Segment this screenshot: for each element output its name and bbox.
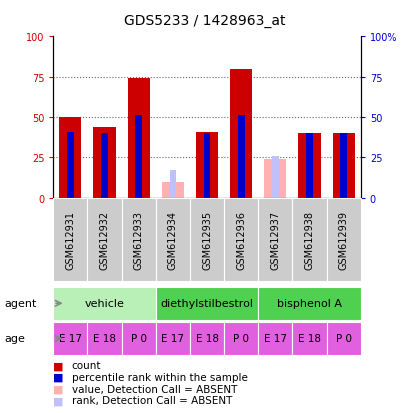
Bar [326,322,360,355]
Bar [196,132,218,198]
Text: bisphenol A: bisphenol A [276,299,341,309]
Bar [339,134,346,198]
Bar [189,198,224,281]
Bar [272,157,278,198]
Text: GSM612939: GSM612939 [338,210,348,269]
Text: P 0: P 0 [130,334,146,344]
Bar [203,134,210,198]
Bar [121,198,155,281]
Bar [298,134,320,198]
Text: vehicle: vehicle [84,299,124,309]
Text: value, Detection Call = ABSENT: value, Detection Call = ABSENT [72,384,236,394]
Text: GDS5233 / 1428963_at: GDS5233 / 1428963_at [124,14,285,28]
Text: count: count [72,361,101,370]
Bar [332,134,354,198]
Bar [162,182,184,198]
Text: rank, Detection Call = ABSENT: rank, Detection Call = ABSENT [72,395,231,405]
Bar [127,79,149,198]
Text: ■: ■ [53,384,64,394]
Bar [169,171,176,198]
Bar [155,198,189,281]
Bar [326,198,360,281]
Text: P 0: P 0 [233,334,249,344]
Bar [87,198,121,281]
Text: GSM612938: GSM612938 [304,210,314,269]
Text: P 0: P 0 [335,334,351,344]
Bar [67,132,74,198]
Bar [237,116,244,198]
Text: GSM612932: GSM612932 [99,210,109,269]
Bar [59,118,81,198]
Text: GSM612935: GSM612935 [202,210,211,269]
Bar [53,287,155,320]
Text: GSM612934: GSM612934 [167,210,178,269]
Bar [101,134,108,198]
Text: GSM612931: GSM612931 [65,210,75,269]
Text: E 17: E 17 [263,334,286,344]
Text: GSM612933: GSM612933 [133,210,144,269]
Bar [135,116,142,198]
Bar [87,322,121,355]
Bar [93,127,115,198]
Bar [229,69,252,198]
Bar [306,134,312,198]
Text: agent: agent [4,299,36,309]
Bar [121,322,155,355]
Text: percentile rank within the sample: percentile rank within the sample [72,372,247,382]
Text: E 17: E 17 [161,334,184,344]
Text: diethylstilbestrol: diethylstilbestrol [160,299,253,309]
Text: E 18: E 18 [93,334,116,344]
Bar [155,322,189,355]
Bar [292,322,326,355]
Text: E 17: E 17 [59,334,82,344]
Bar [53,198,87,281]
Bar [258,322,292,355]
Bar [224,322,258,355]
Text: ■: ■ [53,361,64,370]
Bar [258,198,292,281]
Text: GSM612937: GSM612937 [270,210,280,269]
Bar [189,322,224,355]
Text: E 18: E 18 [195,334,218,344]
Bar [258,287,360,320]
Bar [292,198,326,281]
Bar [53,322,87,355]
Bar [264,159,286,198]
Text: ■: ■ [53,372,64,382]
Text: ■: ■ [53,395,64,405]
Bar [155,287,258,320]
Text: age: age [4,334,25,344]
Bar [224,198,258,281]
Text: E 18: E 18 [297,334,320,344]
Text: GSM612936: GSM612936 [236,210,246,269]
